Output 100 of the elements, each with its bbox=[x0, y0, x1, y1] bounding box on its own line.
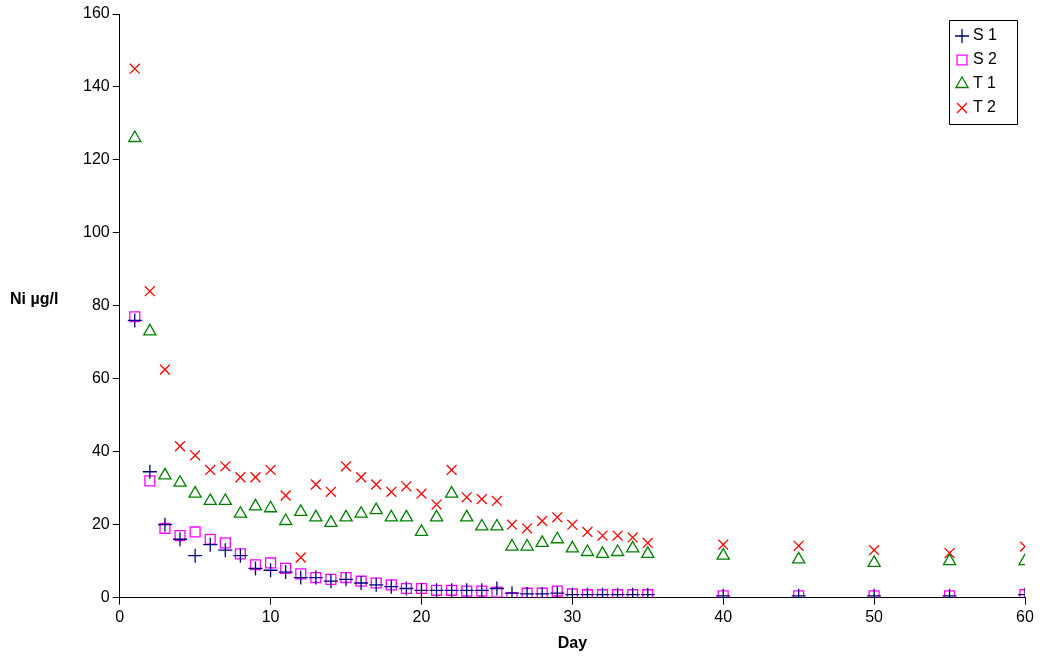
legend-label: T 2 bbox=[973, 98, 996, 116]
y-tick-label: 140 bbox=[82, 77, 110, 95]
x-tick-label: 40 bbox=[714, 607, 733, 625]
point bbox=[491, 495, 503, 507]
point bbox=[142, 464, 158, 480]
point bbox=[489, 580, 505, 597]
point bbox=[610, 544, 625, 557]
point bbox=[399, 509, 414, 522]
point bbox=[234, 471, 246, 483]
point bbox=[249, 471, 262, 483]
point bbox=[339, 509, 353, 522]
point bbox=[942, 553, 957, 566]
x-axis-title: Day bbox=[557, 633, 588, 651]
y-tick-label: 40 bbox=[91, 442, 110, 460]
point bbox=[340, 460, 352, 472]
point bbox=[414, 524, 429, 537]
point bbox=[385, 486, 397, 498]
point bbox=[506, 519, 518, 531]
point bbox=[429, 509, 444, 522]
point bbox=[129, 311, 141, 323]
x-tick-label: 0 bbox=[115, 607, 125, 625]
x-tick-label: 60 bbox=[1016, 607, 1034, 625]
legend-label: S 1 bbox=[973, 26, 998, 44]
point bbox=[202, 537, 218, 553]
point bbox=[159, 364, 171, 376]
x-tick-label: 30 bbox=[563, 607, 582, 625]
point bbox=[219, 460, 231, 472]
y-tick-label: 120 bbox=[82, 150, 110, 168]
point bbox=[232, 548, 249, 564]
legend-label: T 1 bbox=[973, 74, 996, 92]
point bbox=[187, 548, 203, 564]
point bbox=[263, 500, 278, 513]
point bbox=[370, 577, 382, 589]
point bbox=[368, 577, 384, 593]
point bbox=[415, 488, 428, 500]
point bbox=[612, 529, 624, 542]
point bbox=[338, 571, 354, 588]
point bbox=[174, 440, 186, 452]
point bbox=[551, 511, 563, 523]
point bbox=[219, 537, 231, 549]
point bbox=[278, 564, 294, 580]
point bbox=[491, 586, 503, 598]
point bbox=[188, 486, 202, 498]
point bbox=[565, 540, 580, 553]
point bbox=[280, 562, 292, 575]
point bbox=[868, 544, 880, 556]
point bbox=[581, 526, 594, 538]
point bbox=[325, 486, 337, 498]
point bbox=[461, 491, 473, 503]
point bbox=[550, 531, 564, 544]
legend-label: S 2 bbox=[973, 50, 998, 68]
point bbox=[174, 529, 186, 542]
point bbox=[144, 475, 156, 487]
point bbox=[791, 551, 806, 564]
point bbox=[535, 535, 549, 548]
point bbox=[295, 568, 307, 580]
point bbox=[505, 538, 519, 551]
y-tick-label: 100 bbox=[82, 223, 110, 241]
point bbox=[446, 464, 458, 476]
point bbox=[323, 573, 339, 589]
y-tick-label: 160 bbox=[82, 4, 110, 22]
point bbox=[218, 493, 233, 506]
y-axis-title: Ni µg/l bbox=[10, 290, 59, 308]
point bbox=[717, 539, 729, 551]
point bbox=[369, 502, 383, 515]
point bbox=[383, 579, 399, 595]
point bbox=[204, 464, 216, 476]
point bbox=[189, 449, 201, 461]
point bbox=[172, 531, 188, 547]
point bbox=[716, 548, 730, 560]
point bbox=[385, 579, 397, 591]
point bbox=[158, 467, 172, 480]
point bbox=[278, 513, 293, 526]
point bbox=[943, 547, 956, 559]
point bbox=[234, 548, 246, 560]
point bbox=[520, 538, 534, 551]
point bbox=[627, 531, 639, 544]
point bbox=[355, 471, 367, 483]
point bbox=[596, 529, 609, 542]
point bbox=[641, 546, 655, 558]
point bbox=[325, 573, 337, 585]
point bbox=[233, 506, 248, 518]
x-tick-label: 50 bbox=[865, 607, 884, 625]
point bbox=[280, 489, 292, 502]
point bbox=[159, 522, 171, 534]
point bbox=[144, 285, 156, 297]
point bbox=[566, 519, 578, 531]
point bbox=[400, 480, 412, 492]
point bbox=[867, 555, 881, 568]
point bbox=[444, 486, 459, 498]
point bbox=[430, 498, 443, 511]
point bbox=[309, 509, 323, 522]
point bbox=[264, 557, 277, 569]
point bbox=[625, 540, 640, 553]
point bbox=[247, 560, 264, 577]
point bbox=[580, 544, 595, 557]
point bbox=[203, 493, 217, 506]
point bbox=[310, 478, 322, 491]
point bbox=[476, 493, 488, 505]
point bbox=[793, 540, 805, 552]
